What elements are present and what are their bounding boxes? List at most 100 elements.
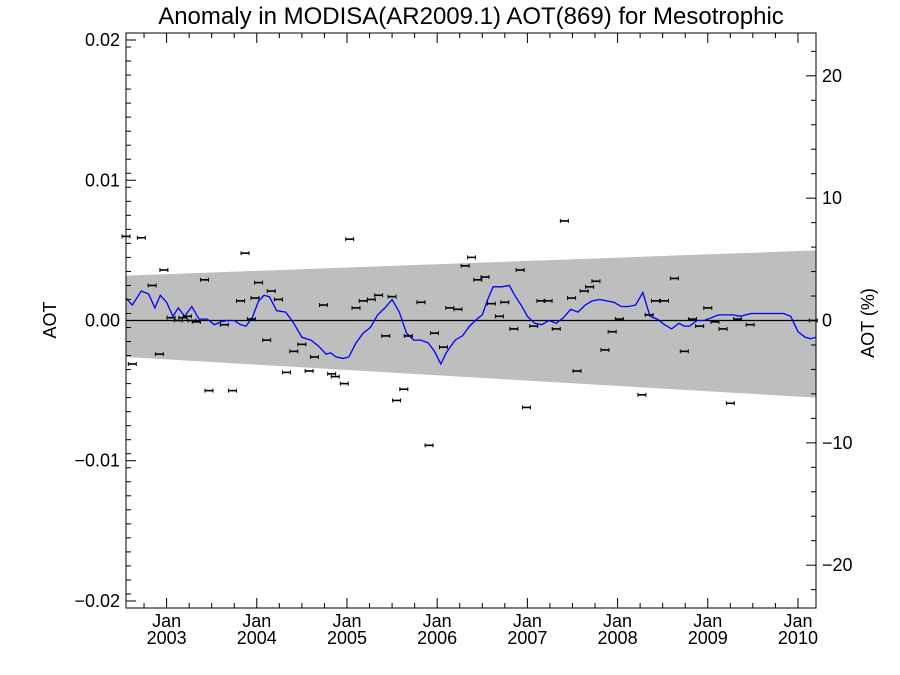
data-point <box>166 315 176 320</box>
data-point <box>319 303 329 308</box>
data-point <box>600 347 610 352</box>
data-point <box>339 381 349 386</box>
data-point <box>250 296 260 301</box>
data-point <box>240 251 250 256</box>
data-point <box>154 352 164 357</box>
data-point <box>460 263 470 268</box>
data-point <box>733 317 743 322</box>
data-point <box>650 298 660 303</box>
y-left-tick-label: 0.01 <box>85 170 120 190</box>
data-point <box>304 368 314 373</box>
data-point <box>614 317 624 322</box>
x-tick-label-month: Jan <box>513 611 542 631</box>
x-tick-label-year: 2005 <box>327 628 367 648</box>
y-left-tick-label: 0.00 <box>85 311 120 331</box>
data-point <box>262 338 272 343</box>
data-point <box>147 283 157 288</box>
axes-layer: 0.020.010.00−0.01−0.0220100−10−20Jan2003… <box>74 30 852 648</box>
data-point <box>725 401 735 406</box>
x-tick-label-year: 2007 <box>507 628 547 648</box>
data-point <box>219 322 229 327</box>
data-point <box>710 319 720 324</box>
data-point <box>327 371 337 376</box>
data-point <box>559 218 569 223</box>
data-point <box>438 345 448 350</box>
x-tick-label-year: 2003 <box>147 628 187 648</box>
data-point <box>351 305 361 310</box>
y-right-tick-label: −20 <box>822 555 853 575</box>
data-point <box>297 342 307 347</box>
x-tick-label-year: 2006 <box>417 628 457 648</box>
y-left-tick-label: 0.02 <box>85 30 120 50</box>
data-point <box>637 392 647 397</box>
data-point <box>644 312 654 317</box>
data-point <box>429 331 439 336</box>
data-point <box>607 329 617 334</box>
x-tick-label-month: Jan <box>152 611 181 631</box>
x-tick-label-year: 2010 <box>778 628 818 648</box>
data-point <box>480 275 490 280</box>
chart-title: Anomaly in MODISA(AR2009.1) AOT(869) for… <box>158 3 784 30</box>
data-point <box>745 322 755 327</box>
x-tick-label-month: Jan <box>693 611 722 631</box>
data-point <box>591 279 601 284</box>
x-tick-label-month: Jan <box>332 611 361 631</box>
data-point <box>310 354 320 359</box>
data-point <box>687 317 697 322</box>
data-point <box>392 398 402 403</box>
data-point <box>579 289 589 294</box>
y-right-tick-label: 0 <box>822 311 832 331</box>
data-point <box>718 326 728 331</box>
x-tick-label-month: Jan <box>603 611 632 631</box>
data-point <box>246 317 256 322</box>
data-point <box>509 326 519 331</box>
data-point <box>266 289 276 294</box>
data-point <box>227 388 237 393</box>
data-point <box>529 324 539 329</box>
data-point <box>387 294 397 299</box>
data-point <box>366 297 376 302</box>
x-tick-label-year: 2009 <box>688 628 728 648</box>
trend-line <box>125 284 817 366</box>
data-point <box>466 255 476 260</box>
data-point <box>199 277 209 282</box>
data-point <box>567 296 577 301</box>
data-point <box>500 300 510 305</box>
data-point <box>572 368 582 373</box>
data-point <box>173 318 183 323</box>
data-point <box>424 443 434 448</box>
data-point <box>521 405 531 410</box>
data-point <box>159 268 169 273</box>
data-point <box>330 374 340 379</box>
data-point <box>669 276 679 281</box>
data-point <box>703 305 713 310</box>
y-left-tick-label: −0.02 <box>74 591 120 611</box>
data-point <box>399 387 409 392</box>
x-tick-label-year: 2004 <box>237 628 277 648</box>
data-point <box>695 324 705 329</box>
data-point <box>345 237 355 242</box>
data-point <box>543 298 553 303</box>
data-point <box>585 284 595 289</box>
y-right-tick-label: 10 <box>822 188 842 208</box>
x-tick-label-year: 2008 <box>598 628 638 648</box>
data-point <box>494 314 504 319</box>
data-point <box>679 349 689 354</box>
data-point <box>473 277 483 282</box>
data-point <box>515 268 525 273</box>
x-tick-label-month: Jan <box>242 611 271 631</box>
x-tick-label-month: Jan <box>783 611 812 631</box>
data-point <box>403 333 413 338</box>
data-point <box>659 298 669 303</box>
data-point <box>374 293 384 298</box>
data-point <box>136 235 146 240</box>
data-point <box>273 297 283 302</box>
y-axis-left-title: AOT <box>40 301 60 338</box>
data-point <box>191 319 201 324</box>
y-left-tick-label: −0.01 <box>74 451 120 471</box>
data-points-layer <box>121 218 818 448</box>
data-point <box>204 388 214 393</box>
data-point <box>416 300 426 305</box>
data-point <box>282 370 292 375</box>
